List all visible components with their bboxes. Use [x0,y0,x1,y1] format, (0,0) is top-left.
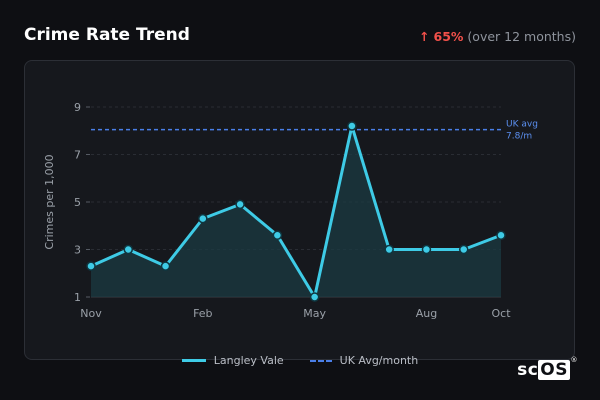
chart-legend: Langley Vale UK Avg/month [0,354,600,367]
x-tick-label: Oct [491,307,511,320]
x-tick-label: Feb [193,307,212,320]
change-indicator: ↑ 65% (over 12 months) [419,29,576,44]
x-tick-label: May [303,307,326,320]
y-tick-label: 1 [74,291,81,304]
chart-panel [24,60,575,360]
legend-item-reference[interactable]: UK Avg/month [309,354,419,367]
data-point [160,261,171,271]
y-tick-label: 9 [74,101,81,114]
data-point [496,230,506,240]
data-point [86,261,96,271]
x-tick-label: Nov [80,307,102,320]
legend-label-series: Langley Vale [213,354,284,367]
data-point [421,244,432,255]
data-point [198,213,208,224]
y-tick-label: 5 [74,196,81,209]
data-point [123,244,134,255]
chart-title: Crime Rate Trend [24,25,190,45]
data-point [272,230,283,240]
legend-swatch-series [181,359,206,362]
change-period: (over 12 months) [467,29,576,44]
y-tick-label: 7 [74,149,81,162]
legend-item-series[interactable]: Langley Vale [181,354,284,367]
legend-swatch-reference [309,359,332,362]
y-axis-label: Crimes per 1,000 [43,154,56,249]
x-tick-label: Aug [416,307,437,320]
y-tick-label: 3 [74,244,81,257]
data-point [384,244,394,255]
brand-prefix: sc [517,360,539,380]
series-area [91,126,501,297]
series-line [90,124,502,299]
brand-logo: sc OS ® [517,356,578,380]
brand-boxed: OS [538,360,570,380]
reference-value: 7.8/m [506,132,532,142]
brand-reg-mark: ® [570,356,578,364]
legend-label-reference: UK Avg/month [339,354,419,367]
reference-label: UK avg [506,120,538,130]
data-point [458,244,469,255]
data-point [309,292,320,302]
data-point [235,199,245,210]
data-point [347,121,357,131]
trend-up-icon: ↑ [419,29,430,44]
change-percent: 65% [433,29,464,44]
